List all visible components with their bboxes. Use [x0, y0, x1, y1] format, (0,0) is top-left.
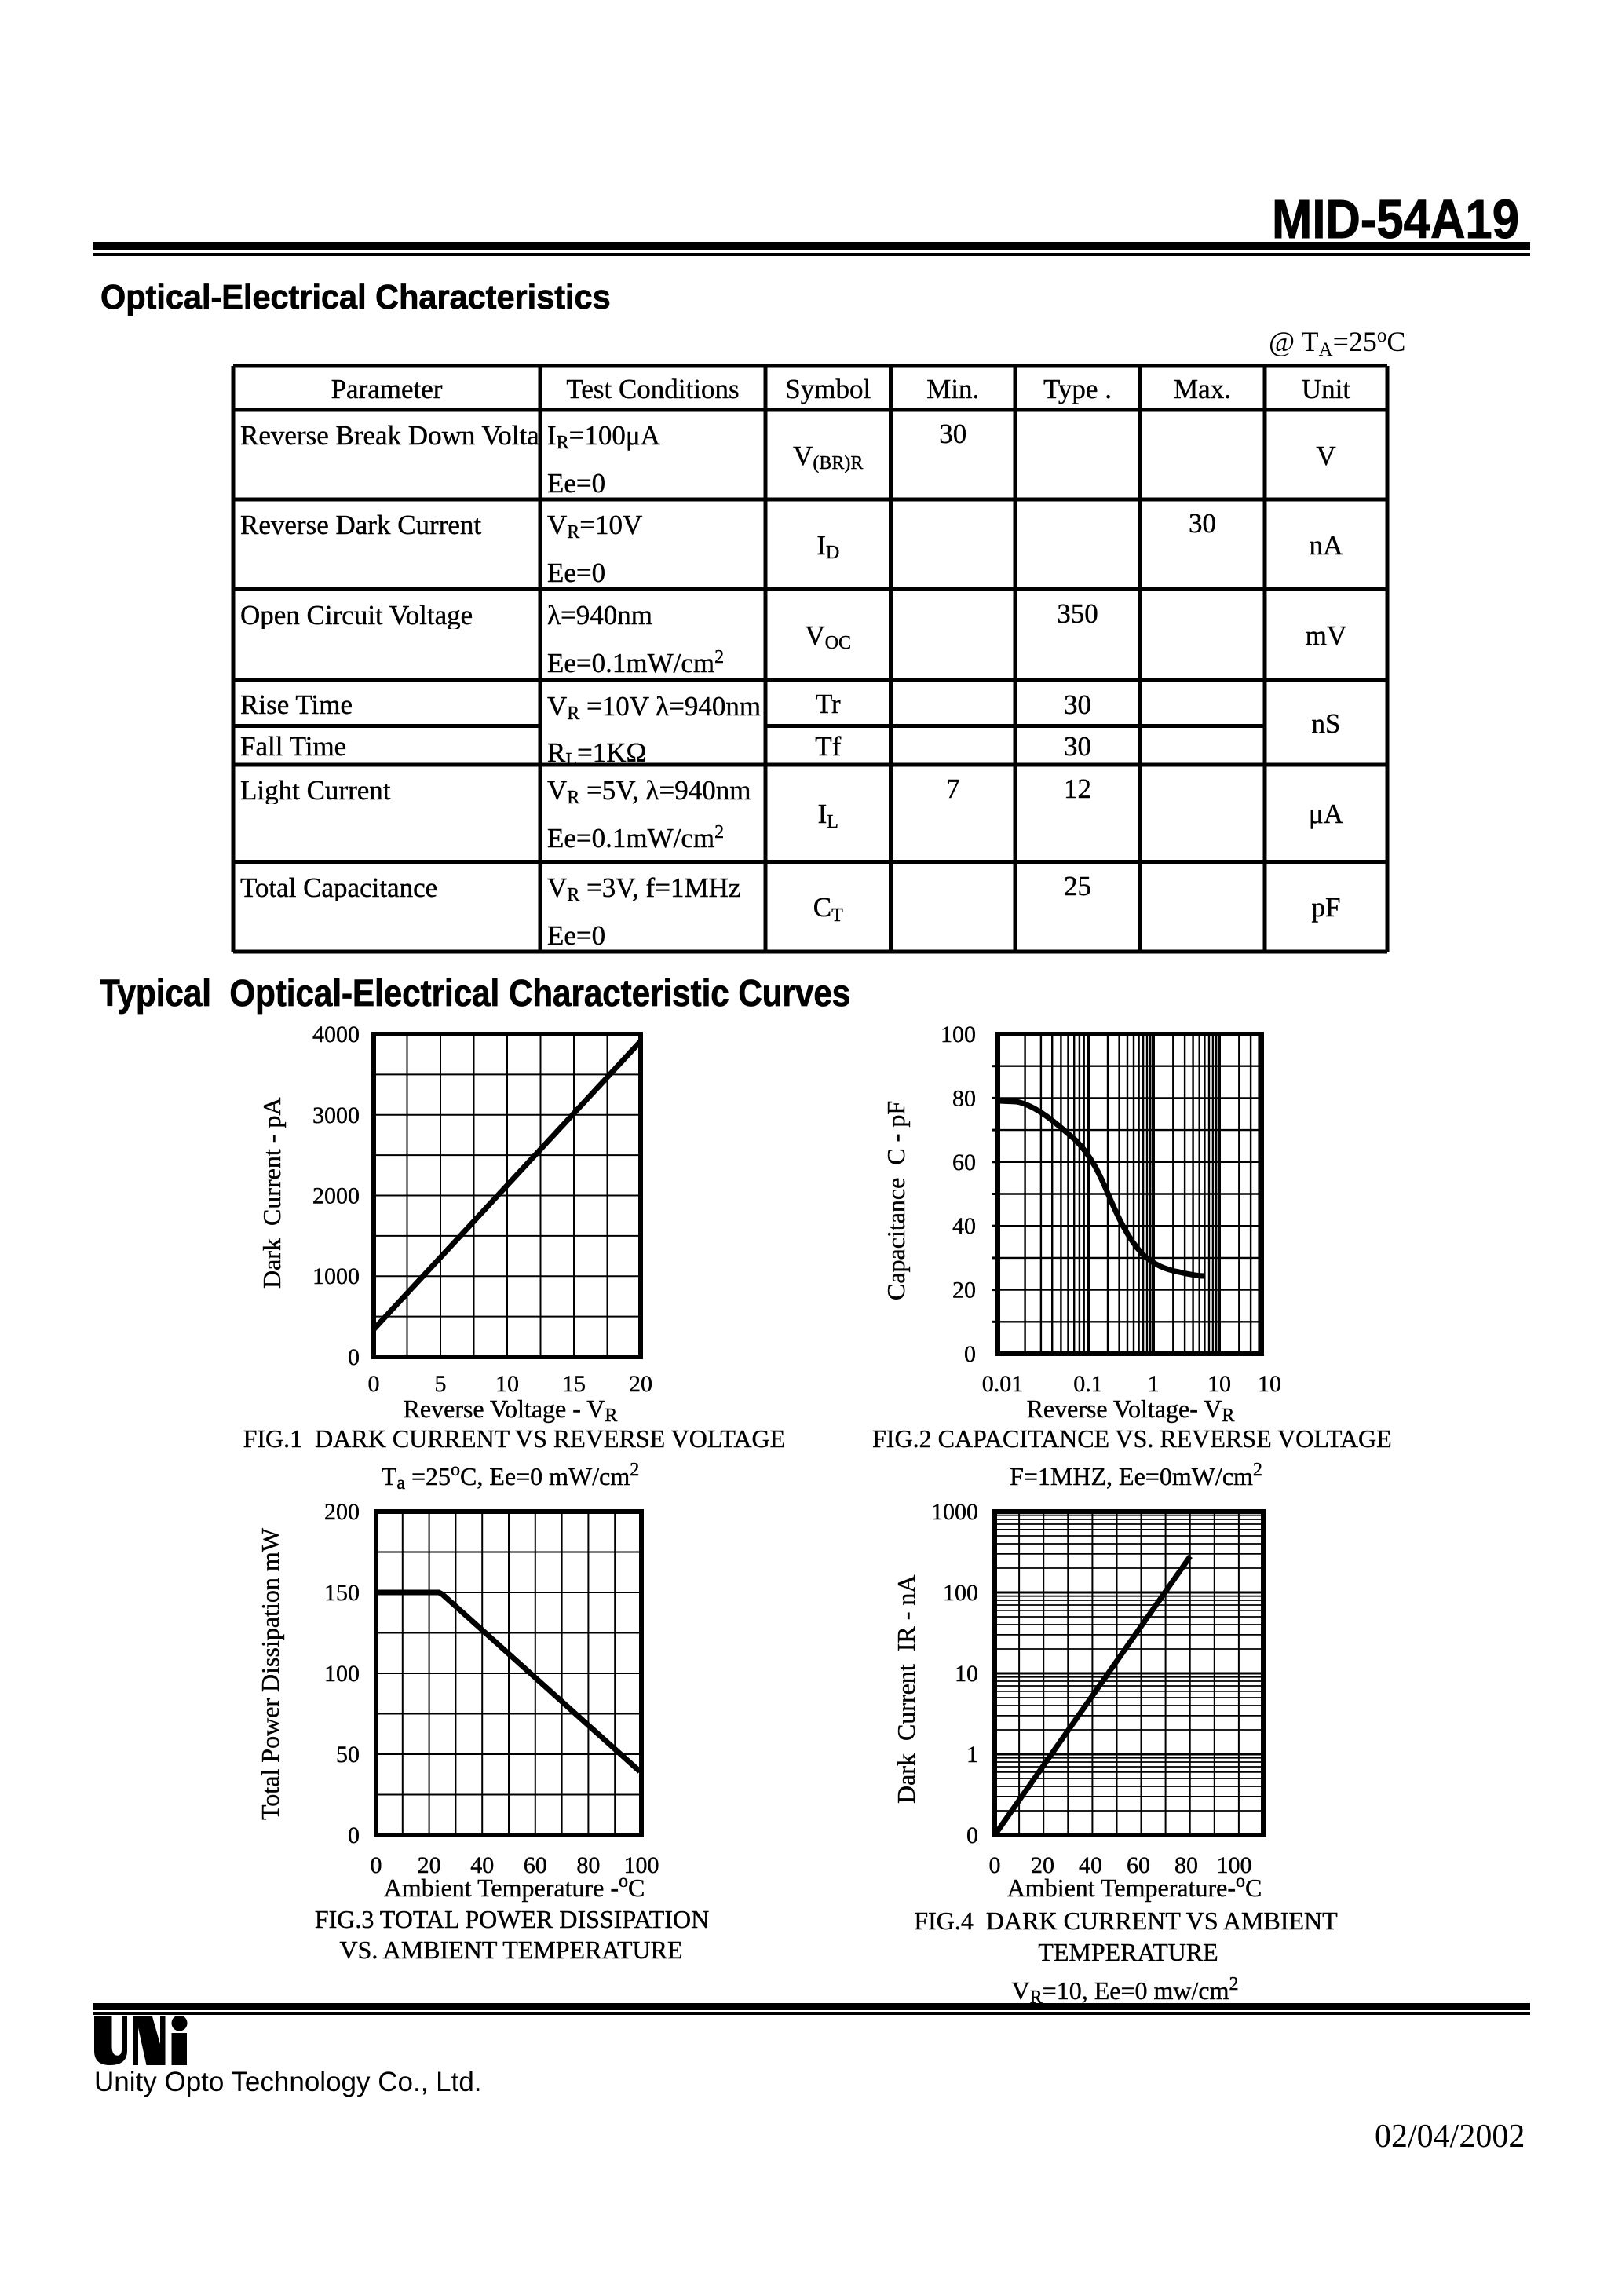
svg-text:80: 80: [1174, 1852, 1198, 1878]
svg-text:60: 60: [1127, 1852, 1150, 1878]
svg-text:80: 80: [576, 1852, 600, 1878]
svg-text:100: 100: [324, 1661, 360, 1687]
svg-text:100: 100: [941, 1022, 976, 1047]
svg-text:60: 60: [524, 1852, 547, 1878]
svg-text:10: 10: [1258, 1371, 1281, 1397]
svg-text:0: 0: [348, 1344, 360, 1370]
svg-text:0: 0: [348, 1823, 360, 1848]
svg-text:50: 50: [336, 1742, 360, 1768]
svg-text:80: 80: [952, 1085, 976, 1111]
svg-text:0: 0: [989, 1852, 1001, 1878]
svg-text:10: 10: [955, 1661, 978, 1687]
svg-text:1: 1: [966, 1742, 978, 1768]
svg-text:0: 0: [368, 1371, 380, 1397]
svg-text:40: 40: [952, 1213, 976, 1239]
svg-text:1000: 1000: [312, 1263, 360, 1289]
svg-text:60: 60: [952, 1150, 976, 1175]
svg-text:20: 20: [629, 1371, 652, 1397]
svg-text:0.1: 0.1: [1073, 1371, 1103, 1397]
svg-text:1000: 1000: [931, 1499, 978, 1525]
svg-text:20: 20: [418, 1852, 441, 1878]
svg-text:0: 0: [964, 1341, 976, 1367]
svg-text:20: 20: [1031, 1852, 1054, 1878]
svg-text:10: 10: [495, 1371, 519, 1397]
svg-text:10: 10: [1207, 1371, 1231, 1397]
svg-text:150: 150: [324, 1580, 360, 1606]
svg-text:40: 40: [1079, 1852, 1102, 1878]
svg-text:100: 100: [943, 1580, 978, 1606]
svg-text:2000: 2000: [312, 1183, 360, 1209]
svg-text:40: 40: [470, 1852, 494, 1878]
svg-text:5: 5: [435, 1371, 447, 1397]
svg-text:0: 0: [371, 1852, 382, 1878]
svg-text:3000: 3000: [312, 1102, 360, 1128]
svg-text:0: 0: [966, 1823, 978, 1848]
svg-text:200: 200: [324, 1499, 360, 1525]
svg-text:20: 20: [952, 1278, 976, 1303]
svg-text:0.01: 0.01: [982, 1371, 1024, 1397]
svg-text:100: 100: [1217, 1852, 1252, 1878]
svg-text:4000: 4000: [312, 1022, 360, 1047]
svg-text:1: 1: [1148, 1371, 1160, 1397]
svg-text:15: 15: [562, 1371, 586, 1397]
svg-text:100: 100: [624, 1852, 659, 1878]
